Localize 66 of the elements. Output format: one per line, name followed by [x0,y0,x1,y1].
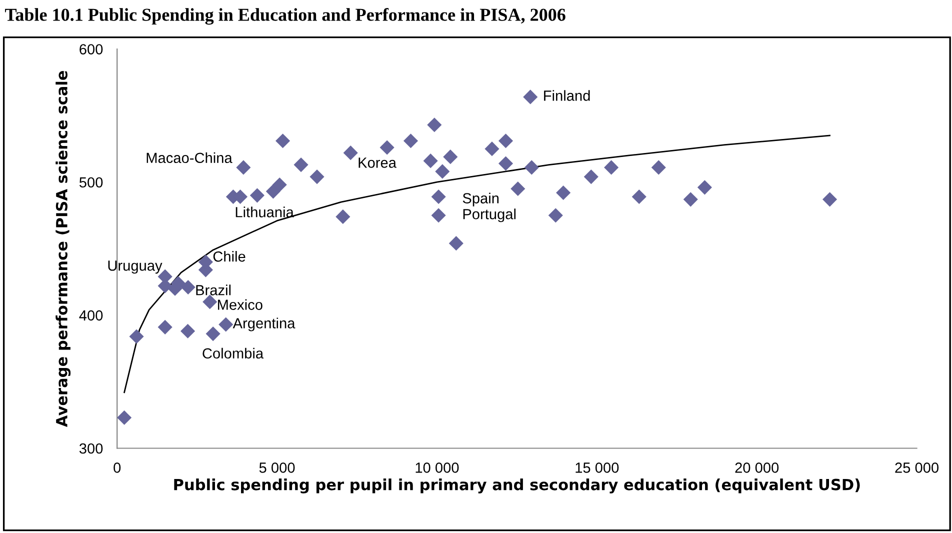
point [218,317,234,332]
point [250,188,264,203]
x-tick-label: 25 000 [895,462,939,473]
point [180,280,196,295]
annotation: Lithuania [236,206,294,218]
chart-title: Table 10.1 Public Spending in Education and Performance in PISA, 2006 [5,8,566,25]
annotation: Uruguay [108,260,162,274]
x-tick-label: 0 [114,462,121,473]
x-tick-label: 15 000 [576,462,619,473]
point [117,410,132,425]
point [524,160,539,175]
point [523,90,538,104]
x-tick-label: 20 000 [735,462,779,473]
point [310,170,324,184]
y-tick-label: 500 [79,177,103,188]
annotation: Mexico [218,299,262,310]
annotation: Chile [213,250,246,262]
point [380,140,394,155]
point [202,294,218,310]
point [822,192,838,207]
point [276,134,290,148]
annotation: Korea [358,158,396,168]
point [431,208,446,223]
point [403,134,418,148]
annotation: Spain [462,192,499,206]
point [272,177,287,192]
point [448,236,464,251]
y-axis-title: Average performance (PISA science scale [56,70,71,427]
annotation: Finland [544,90,590,101]
point [556,185,571,200]
point [180,324,196,338]
point [129,329,144,344]
point [435,164,450,179]
point [584,170,598,184]
y-tick-label: 600 [80,44,103,54]
point [632,189,646,204]
annotation: Portugal [463,208,516,222]
point [158,320,172,334]
annotation: Colombia [202,348,264,359]
point [651,160,666,175]
point [343,146,358,160]
point [206,326,220,342]
point [431,189,446,204]
point [336,209,350,224]
annotation: Argentina [232,318,296,332]
point [604,160,619,175]
x-tick-label: 5 000 [259,462,295,473]
point [294,158,308,172]
point [443,150,458,164]
point [498,156,514,171]
point [498,134,514,148]
point [683,192,698,207]
point [697,180,712,195]
point [236,160,251,175]
x-axis-title: Public spending per pupil in primary and secondary education (equivalent USD) [174,478,860,494]
point [548,208,563,223]
x-tick-label: 10 000 [416,462,459,473]
point [423,154,438,168]
point [510,181,526,196]
point [484,142,500,156]
y-tick-label: 400 [79,310,103,321]
point [266,184,280,199]
y-tick-label: 300 [79,443,103,454]
annotation: Brazil [196,284,231,296]
annotation: Macao-China [146,152,232,164]
point [427,118,442,132]
